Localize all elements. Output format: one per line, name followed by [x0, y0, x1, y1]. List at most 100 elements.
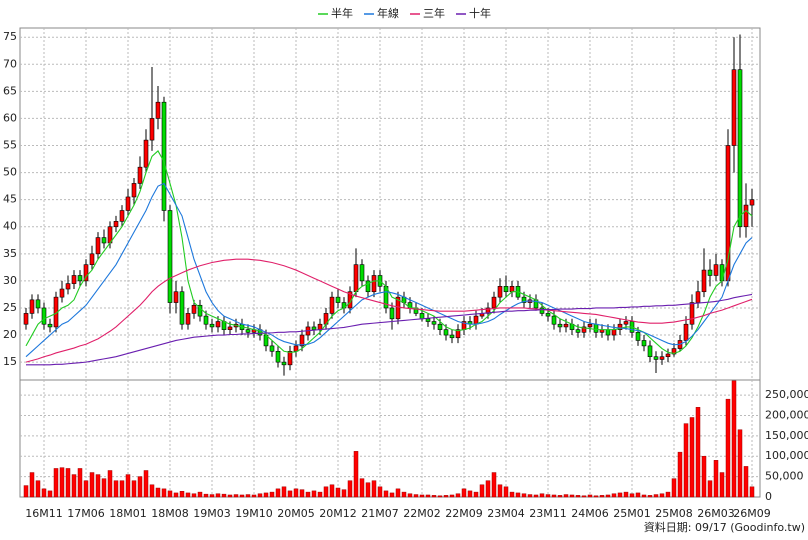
volume-bar	[659, 493, 665, 498]
candle-body	[419, 313, 425, 320]
y-tick-label: 75	[3, 30, 17, 43]
volume-bar	[731, 380, 737, 498]
candle-body	[581, 326, 587, 333]
candle-body	[455, 329, 461, 339]
volume-bar	[527, 494, 533, 498]
volume-bar	[449, 494, 455, 498]
candle-body	[101, 237, 107, 244]
y2-tick-label: 150,000	[765, 429, 808, 442]
candle-body	[545, 313, 551, 317]
x-tick-label: 20M12	[319, 507, 357, 520]
candle-body	[131, 183, 137, 198]
volume-bar	[485, 480, 491, 498]
volume-bar	[551, 494, 557, 498]
volume-bar	[365, 482, 371, 498]
candle-body	[59, 288, 65, 298]
volume-bar	[65, 468, 71, 498]
candle-body	[695, 291, 701, 303]
candle-body	[635, 332, 641, 341]
volume-bar	[749, 486, 755, 498]
x-tick-label: 21M07	[361, 507, 399, 520]
volume-bar	[683, 423, 689, 498]
volume-bar	[743, 466, 749, 498]
candle-body	[611, 329, 617, 336]
legend-label: 三年	[423, 6, 445, 20]
volume-bar	[425, 494, 431, 498]
volume-bar	[125, 474, 131, 498]
volume-bar	[71, 474, 77, 498]
candle-body	[449, 334, 455, 339]
candle-body	[353, 264, 359, 293]
volume-bar	[119, 480, 125, 498]
volume-bar	[149, 484, 155, 498]
candle-body	[245, 329, 251, 333]
volume-bar	[107, 470, 113, 498]
volume-bar	[509, 491, 515, 498]
volume-bar	[89, 472, 95, 498]
candle-body	[575, 329, 581, 333]
volume-bar	[635, 492, 641, 498]
candle-body	[143, 139, 149, 168]
candle-body	[365, 280, 371, 293]
volume-bar	[197, 491, 203, 498]
candle-body	[491, 296, 497, 309]
volume-bar	[407, 493, 413, 498]
candle-body	[521, 296, 527, 303]
x-tick-label: 26M03	[697, 507, 735, 520]
volume-bar	[737, 429, 743, 498]
x-tick-label: 18M01	[109, 507, 147, 520]
y-tick-label: 30	[3, 274, 17, 287]
candle-body	[29, 299, 35, 314]
ma-line	[25, 258, 753, 363]
legend-label: 年線	[377, 6, 399, 20]
volume-bar	[167, 490, 173, 498]
volume-bar	[257, 493, 263, 498]
ma-line	[26, 293, 753, 366]
footnote: 資料日期: 09/17 (Goodinfo.tw)	[644, 520, 805, 534]
volume-bar	[545, 494, 551, 498]
volume-bar	[707, 480, 713, 498]
volume-bar	[41, 488, 47, 498]
y-tick-label: 65	[3, 84, 17, 97]
candle-body	[89, 253, 95, 265]
candle-body	[701, 269, 707, 293]
volume-bar	[335, 487, 341, 498]
candle-body	[743, 204, 749, 228]
candle-body	[389, 307, 395, 320]
volume-bar	[473, 491, 479, 498]
y2-tick-label: 200,000	[765, 408, 808, 421]
candle-body	[95, 237, 101, 255]
volume-bar	[131, 480, 137, 498]
volume-bar	[353, 451, 359, 498]
volume-bar	[581, 495, 587, 498]
volume-bar	[245, 494, 251, 498]
volume-bar	[383, 490, 389, 498]
volume-bar	[53, 468, 59, 498]
volume-bar	[317, 491, 323, 498]
volume-bar	[29, 472, 35, 498]
volume-bar	[515, 492, 521, 498]
volume-bar	[161, 488, 167, 498]
x-tick-label: 22M09	[445, 507, 483, 520]
candle-body	[161, 101, 167, 211]
candle-body	[719, 264, 725, 282]
candle-body	[713, 264, 719, 276]
x-tick-label: 26M09	[733, 507, 771, 520]
candle-body	[299, 334, 305, 347]
y2-tick-label: 100,000	[765, 449, 808, 462]
volume-bar	[611, 493, 617, 498]
y-tick-label: 20	[3, 328, 17, 341]
volume-bar	[77, 468, 83, 498]
volume-bar	[233, 494, 239, 498]
candle-body	[65, 283, 71, 290]
candle-body	[431, 321, 437, 325]
candle-body	[77, 275, 83, 282]
x-tick-label: 19M10	[235, 507, 273, 520]
legend-label: 十年	[469, 6, 491, 20]
candle-body	[167, 210, 173, 303]
y-tick-label: 60	[3, 111, 17, 124]
volume-bar	[329, 484, 335, 498]
volume-bar	[23, 485, 29, 498]
candle-body	[359, 264, 365, 282]
